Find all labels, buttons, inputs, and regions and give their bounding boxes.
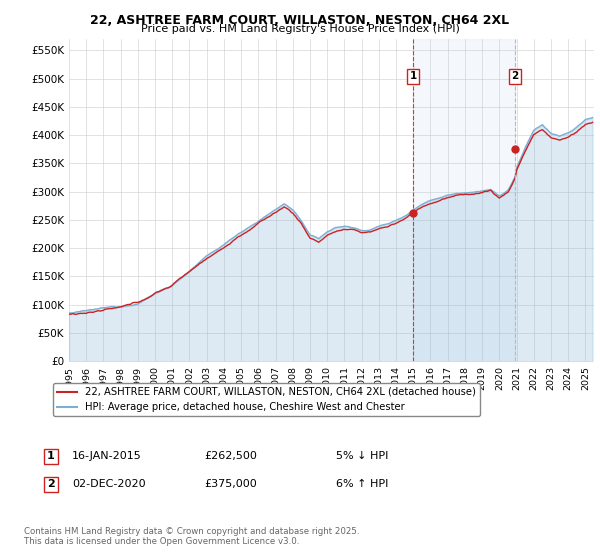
Text: 6% ↑ HPI: 6% ↑ HPI	[336, 479, 388, 489]
Text: 16-JAN-2015: 16-JAN-2015	[72, 451, 142, 461]
Text: Price paid vs. HM Land Registry's House Price Index (HPI): Price paid vs. HM Land Registry's House …	[140, 24, 460, 34]
Text: 2: 2	[511, 71, 519, 81]
Text: £262,500: £262,500	[204, 451, 257, 461]
Text: 02-DEC-2020: 02-DEC-2020	[72, 479, 146, 489]
Text: 2: 2	[47, 479, 55, 489]
Text: 22, ASHTREE FARM COURT, WILLASTON, NESTON, CH64 2XL: 22, ASHTREE FARM COURT, WILLASTON, NESTO…	[91, 14, 509, 27]
Text: £375,000: £375,000	[204, 479, 257, 489]
Text: Contains HM Land Registry data © Crown copyright and database right 2025.
This d: Contains HM Land Registry data © Crown c…	[24, 526, 359, 546]
Legend: 22, ASHTREE FARM COURT, WILLASTON, NESTON, CH64 2XL (detached house), HPI: Avera: 22, ASHTREE FARM COURT, WILLASTON, NESTO…	[53, 383, 480, 416]
Text: 1: 1	[410, 71, 417, 81]
Text: 5% ↓ HPI: 5% ↓ HPI	[336, 451, 388, 461]
Text: 1: 1	[47, 451, 55, 461]
Bar	[413, 39, 515, 361]
